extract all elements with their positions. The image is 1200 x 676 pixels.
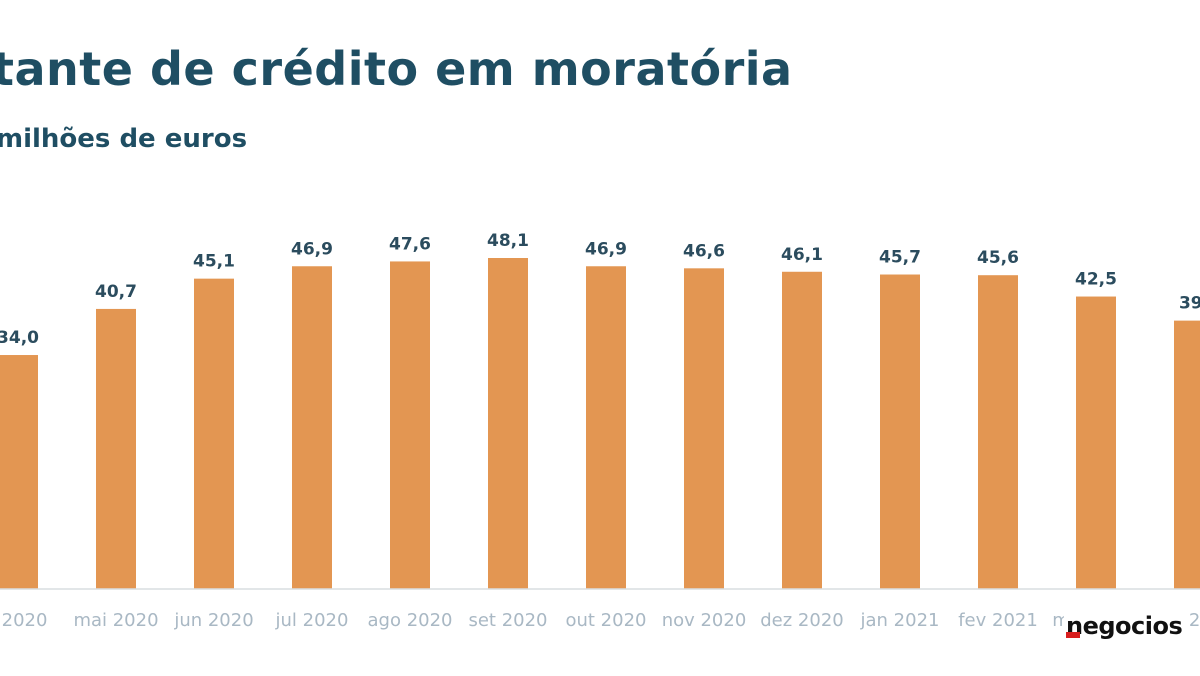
data-label-5: 48,1: [487, 231, 529, 251]
logo-accent: [1066, 632, 1080, 638]
x-tick-label-2: jun 2020: [173, 610, 253, 631]
data-label-11: 42,5: [1075, 270, 1117, 290]
bar-5: [488, 258, 528, 589]
data-label-2: 45,1: [193, 252, 235, 272]
bar-1: [96, 308, 136, 589]
chart-title: tante de crédito em moratória: [0, 42, 793, 96]
bar-0: [0, 355, 38, 589]
bar-4: [390, 261, 430, 589]
bar-2: [194, 278, 234, 589]
x-tick-label-7: nov 2020: [662, 610, 747, 631]
bar-10: [978, 275, 1018, 589]
data-label-9: 45,7: [879, 248, 921, 268]
data-label-10: 45,6: [977, 248, 1019, 268]
bar-7: [684, 268, 724, 589]
x-tick-label-4: ago 2020: [368, 610, 453, 631]
bar-6: [586, 266, 626, 589]
x-tick-label-8: dez 2020: [760, 610, 843, 631]
x-tick-label-5: set 2020: [468, 610, 547, 631]
x-tick-label-6: out 2020: [565, 610, 646, 631]
data-label-1: 40,7: [95, 282, 137, 302]
bar-11: [1076, 296, 1116, 589]
bar-9: [880, 274, 920, 589]
negocios-logo: negocios: [1064, 612, 1189, 642]
data-label-6: 46,9: [585, 239, 627, 259]
x-tick-label-0: r 2020: [0, 610, 47, 631]
x-tick-label-9: jan 2021: [860, 610, 940, 631]
logo-text: negocios: [1066, 612, 1183, 640]
data-label-7: 46,6: [683, 241, 725, 261]
x-tick-label-1: mai 2020: [73, 610, 158, 631]
data-label-8: 46,1: [781, 245, 823, 265]
data-label-3: 46,9: [291, 239, 333, 259]
data-label-12: 39,: [1179, 294, 1200, 314]
x-tick-label-3: jul 2020: [275, 610, 349, 631]
bar-12: [1174, 320, 1200, 589]
data-label-0: 34,0: [0, 328, 39, 348]
bar-3: [292, 266, 332, 589]
bar-8: [782, 271, 822, 589]
x-tick-label-10: fev 2021: [958, 610, 1038, 631]
chart-subtitle: milhões de euros: [0, 124, 248, 154]
data-label-4: 47,6: [389, 234, 431, 254]
